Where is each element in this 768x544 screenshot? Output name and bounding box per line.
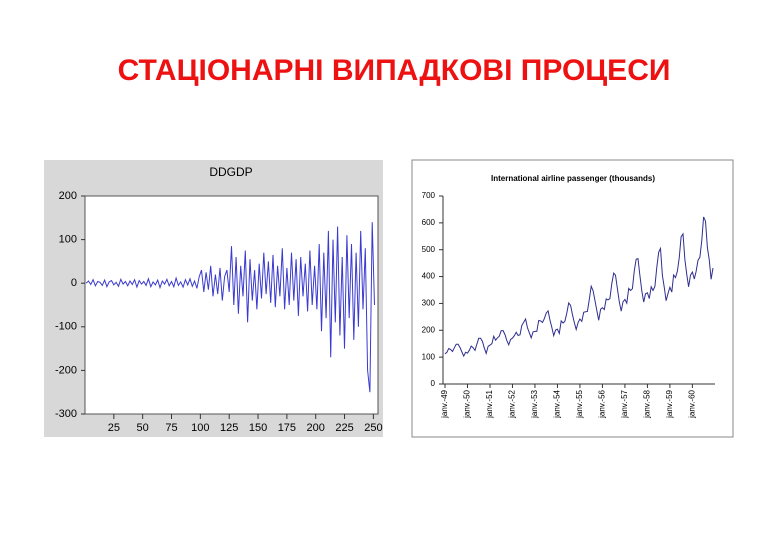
y-tick-label: 100: [422, 352, 436, 361]
x-tick-label: janv.-57: [620, 389, 629, 418]
x-tick-label: janv.-54: [553, 389, 562, 418]
x-tick-label: 225: [335, 422, 353, 434]
series-line: [444, 216, 714, 358]
x-tick-label: 125: [220, 422, 238, 434]
x-tick-label: janv.-51: [485, 389, 494, 418]
y-tick-label: 500: [422, 245, 436, 254]
x-tick-label: janv.-59: [665, 389, 674, 418]
y-tick-label: -300: [55, 408, 77, 420]
y-tick-label: -200: [55, 364, 77, 376]
x-tick-label: janv.-50: [463, 389, 472, 418]
y-tick-label: 0: [71, 277, 77, 289]
y-tick-label: 0: [431, 379, 436, 388]
x-tick-label: 100: [191, 422, 209, 434]
x-tick-label: janv.-55: [575, 389, 584, 418]
y-tick-label: 200: [59, 190, 77, 202]
y-tick-label: 400: [422, 272, 436, 281]
chart-title: DDGDP: [209, 165, 252, 179]
x-tick-label: 25: [108, 422, 120, 434]
chart-title: International airline passenger (thousan…: [491, 174, 655, 183]
slide-title: СТАЦІОНАРНІ ВИПАДКОВІ ПРОЦЕСИ: [118, 54, 671, 87]
x-tick-label: janv.-52: [508, 389, 517, 418]
y-tick-label: -100: [55, 321, 77, 333]
x-tick-label: janv.-60: [687, 389, 696, 418]
y-tick-label: 700: [422, 191, 436, 200]
x-tick-label: 150: [249, 422, 267, 434]
x-tick-label: janv.-58: [643, 389, 652, 418]
y-tick-label: 300: [422, 299, 436, 308]
series-line: [85, 222, 375, 393]
x-tick-label: janv.-49: [440, 389, 449, 418]
x-tick-label: 175: [278, 422, 296, 434]
x-tick-label: 75: [165, 422, 177, 434]
plot-area: [84, 195, 379, 415]
x-tick-label: 250: [364, 422, 382, 434]
x-tick-label: janv.-53: [530, 389, 539, 418]
y-tick-label: 100: [59, 234, 77, 246]
y-tick-label: 200: [422, 325, 436, 334]
x-tick-label: janv.-56: [598, 389, 607, 418]
chart-frame: [411, 159, 734, 438]
y-tick-label: 600: [422, 218, 436, 227]
x-tick-label: 50: [137, 422, 149, 434]
x-tick-label: 200: [307, 422, 325, 434]
